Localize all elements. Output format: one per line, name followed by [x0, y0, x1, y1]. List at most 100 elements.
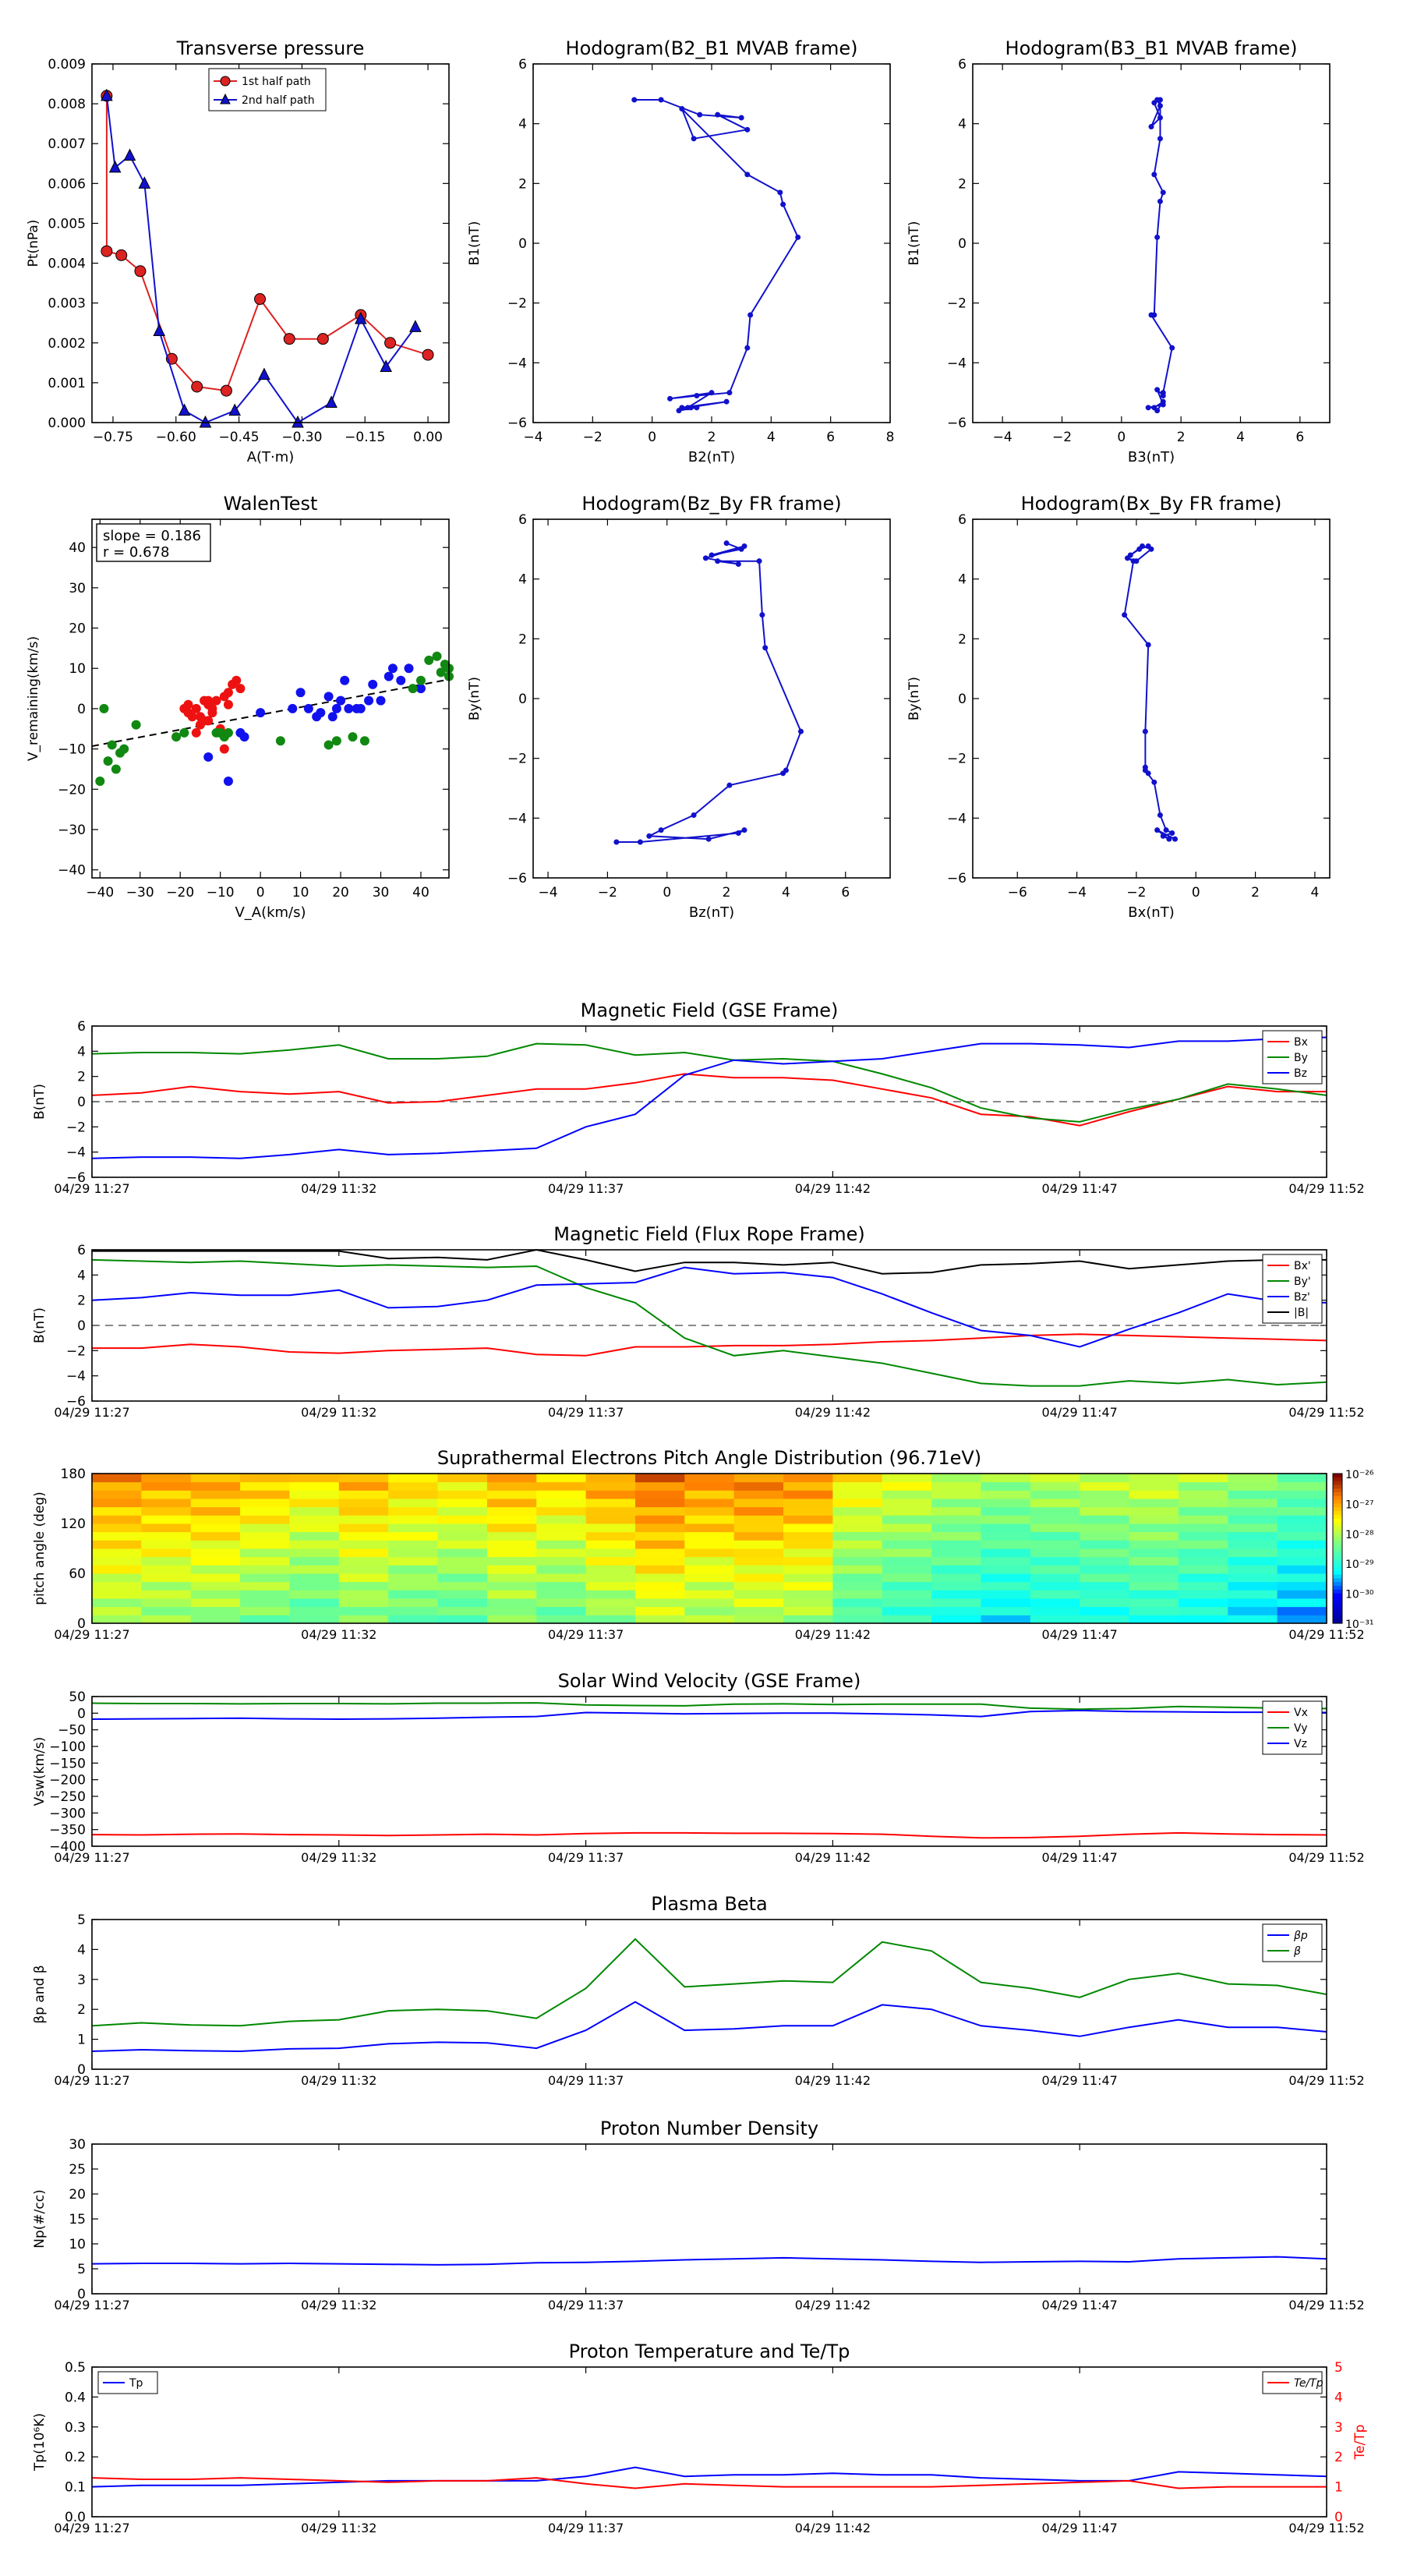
pad-cell — [981, 1523, 1031, 1533]
transverse-point — [199, 415, 212, 428]
tp-xtick-label: 04/29 11:47 — [1042, 2521, 1118, 2535]
transverse-ytick-label: 0.007 — [48, 136, 86, 152]
hodo_b2b1-point — [777, 189, 783, 196]
mag_gse-series-Bx — [91, 1073, 1327, 1127]
pad-cell — [240, 1565, 290, 1574]
pad-cell — [1277, 1490, 1327, 1499]
pad-cell — [92, 1565, 142, 1574]
pad-cell — [931, 1556, 981, 1566]
pad-cell — [240, 1531, 290, 1541]
pad-cell — [684, 1474, 735, 1483]
hodo_bxby-point — [1163, 827, 1169, 833]
pad-cell — [289, 1590, 340, 1599]
pad-cell — [931, 1540, 981, 1549]
pad-cell — [388, 1606, 439, 1615]
pad-colorbar-segment — [1333, 1582, 1342, 1587]
vsw-panel: Solar Wind Velocity (GSE Frame) 04/29 11:… — [32, 1670, 1365, 1865]
transverse-point — [123, 148, 136, 161]
hodo_b2b1-point — [747, 312, 754, 318]
pad-cell — [733, 1598, 784, 1608]
hodo_b2b1-point — [780, 201, 786, 207]
pad-cell — [634, 1531, 685, 1541]
walen-point — [415, 684, 426, 694]
pad-cell — [536, 1615, 587, 1624]
pad-cell — [388, 1548, 439, 1558]
mag_fr-legend-label: Bz' — [1294, 1291, 1310, 1304]
hodo_bzby-ytick-label: 2 — [518, 632, 527, 647]
pad-cell — [141, 1481, 192, 1491]
tp-xtick-label: 04/29 11:32 — [301, 2521, 376, 2535]
transverse-ytick-label: 0.005 — [48, 216, 86, 232]
hodo_b2b1-xtick-label: 2 — [708, 430, 716, 445]
pad-cell — [486, 1515, 537, 1524]
pad-cell — [931, 1490, 981, 1499]
pad-cell — [585, 1499, 636, 1508]
pad-cell — [141, 1531, 192, 1541]
np-ytick-label: 20 — [69, 2187, 86, 2203]
walen-point — [107, 740, 117, 750]
beta-frame — [91, 1919, 1327, 2070]
pad-cell — [388, 1581, 439, 1591]
pad-cell — [1129, 1548, 1179, 1558]
pad-cell — [240, 1474, 290, 1483]
mag_gse-ytick-label: 4 — [77, 1044, 86, 1060]
hodo_b3b1-xtick-label: 0 — [1117, 430, 1126, 445]
pad-cell — [1080, 1590, 1130, 1599]
pad-cell — [783, 1474, 833, 1483]
hodo_bxby-xlabel: Bx(nT) — [1128, 904, 1174, 921]
pad-cell — [536, 1499, 587, 1508]
pad-cell — [486, 1540, 537, 1549]
transverse-legend-marker — [220, 93, 231, 104]
pad-colorbar-segment — [1333, 1533, 1342, 1538]
pad-cell — [92, 1598, 142, 1608]
transverse-point — [178, 403, 191, 416]
pad-cell — [1277, 1556, 1327, 1566]
walen-point — [376, 695, 386, 706]
hodo_bxby-point — [1172, 836, 1179, 842]
pad-cell — [1178, 1598, 1228, 1608]
walen-ytick-label: −10 — [58, 742, 86, 758]
pad-cell — [1129, 1474, 1179, 1483]
walen-xtick-label: −20 — [166, 885, 194, 901]
np-ytick-label: 5 — [77, 2262, 86, 2277]
pad-cell — [437, 1615, 488, 1624]
pad-cell — [190, 1573, 241, 1583]
pad-cell — [931, 1606, 981, 1615]
pad-cell — [388, 1615, 439, 1624]
transverse-point — [101, 245, 113, 257]
pad-cell — [141, 1506, 192, 1516]
pad-colorbar-segment — [1333, 1605, 1342, 1609]
pad-cell — [190, 1606, 241, 1615]
mag_fr-series-By' — [91, 1258, 1327, 1387]
beta-xtick-label: 04/29 11:42 — [795, 2073, 871, 2088]
transverse-series-line — [105, 95, 429, 392]
tp-xtick-label: 04/29 11:52 — [1288, 2521, 1364, 2535]
pad-cell — [684, 1515, 735, 1524]
pad-cell — [585, 1565, 636, 1574]
walen-point — [223, 699, 233, 709]
hodo_b3b1-point — [1157, 198, 1163, 204]
pad-cell — [981, 1481, 1031, 1491]
pad-cell — [1080, 1499, 1130, 1508]
pad-cell — [1178, 1573, 1228, 1583]
pad-cell — [882, 1523, 932, 1533]
mag_gse-title: Magnetic Field (GSE Frame) — [581, 1000, 839, 1021]
pad-cell — [388, 1590, 439, 1599]
pad-cell — [882, 1565, 932, 1574]
mag_fr-xtick-label: 04/29 11:42 — [795, 1405, 871, 1420]
pad-cell — [1178, 1474, 1228, 1483]
pad-cell — [882, 1540, 932, 1549]
pad-cell — [289, 1548, 340, 1558]
walen-xlabel: V_A(km/s) — [235, 904, 306, 921]
pad-cell — [486, 1474, 537, 1483]
pad-cell — [1277, 1531, 1327, 1541]
walen-ytick-label: −20 — [58, 782, 86, 798]
pad-cell — [190, 1523, 241, 1533]
pad-cell — [1129, 1490, 1179, 1499]
pad-cell — [981, 1573, 1031, 1583]
walen-point — [223, 688, 233, 698]
pad-cell — [733, 1499, 784, 1508]
pad-cell — [1080, 1531, 1130, 1541]
walen-title: WalenTest — [224, 493, 318, 515]
pad-cell — [190, 1490, 241, 1499]
